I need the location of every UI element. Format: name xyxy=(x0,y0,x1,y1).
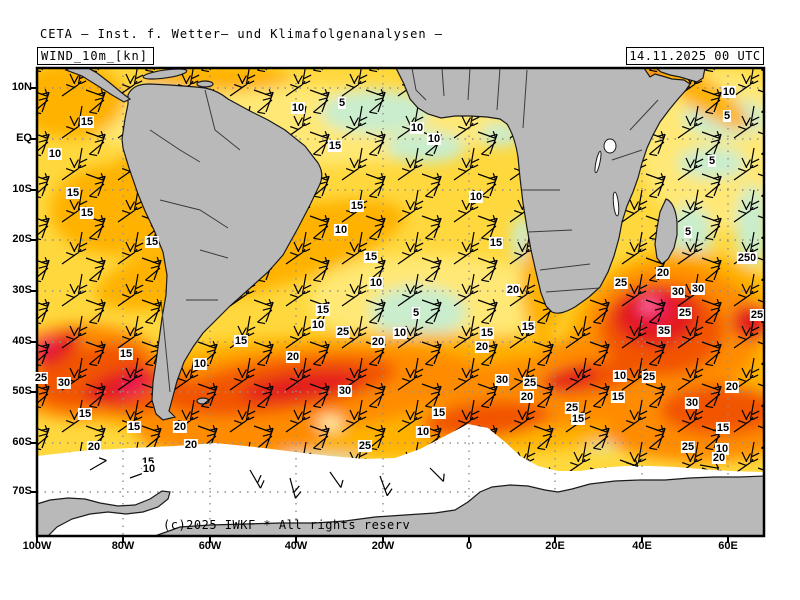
datetime-box: 14.11.2025 00 UTC xyxy=(626,47,764,65)
parameter-box: WIND_10m_[kn] xyxy=(37,47,154,65)
axis-ticks xyxy=(30,87,729,543)
map-frame xyxy=(35,66,766,538)
page-title: CETA – Inst. f. Wetter– und Klimafolgena… xyxy=(40,27,444,41)
wind-barbs xyxy=(37,68,764,536)
